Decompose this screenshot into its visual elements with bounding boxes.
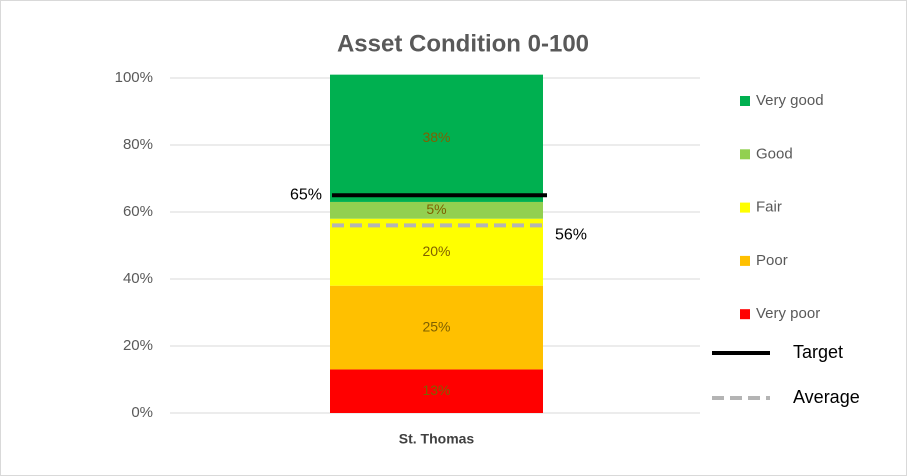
y-tick-label: 80% <box>123 136 153 153</box>
bar-segment <box>330 218 543 286</box>
legend-swatch <box>740 149 750 160</box>
legend-label: Target <box>793 342 843 362</box>
legend-swatch <box>740 96 750 106</box>
legend-swatch <box>740 255 750 266</box>
legend-label: Very good <box>756 92 824 109</box>
bar-segment <box>330 201 543 219</box>
legend-label: Average <box>793 387 860 407</box>
legend-label: Poor <box>756 252 788 269</box>
bar-segment <box>330 369 543 413</box>
reference-label: 65% <box>290 186 322 203</box>
x-tick-label: St. Thomas <box>399 431 475 447</box>
bar-segment <box>330 74 543 202</box>
data-label: 13% <box>422 382 450 398</box>
y-tick-label: 20% <box>123 337 153 354</box>
bar-segment <box>330 285 543 370</box>
legend-label: Good <box>756 145 793 162</box>
y-tick-label: 0% <box>131 404 153 421</box>
chart-title: Asset Condition 0-100 <box>337 30 589 57</box>
y-tick-label: 100% <box>115 69 153 86</box>
legend-label: Very poor <box>756 305 820 322</box>
data-label: 20% <box>422 243 450 259</box>
data-label: 25% <box>422 318 450 334</box>
data-label: 38% <box>422 129 450 145</box>
legend-label: Fair <box>756 199 782 216</box>
legend-swatch <box>740 202 750 213</box>
reference-label: 56% <box>555 227 587 244</box>
data-label: 5% <box>426 201 446 217</box>
legend-swatch <box>740 309 750 320</box>
y-tick-label: 40% <box>123 270 153 287</box>
y-tick-label: 60% <box>123 203 153 220</box>
